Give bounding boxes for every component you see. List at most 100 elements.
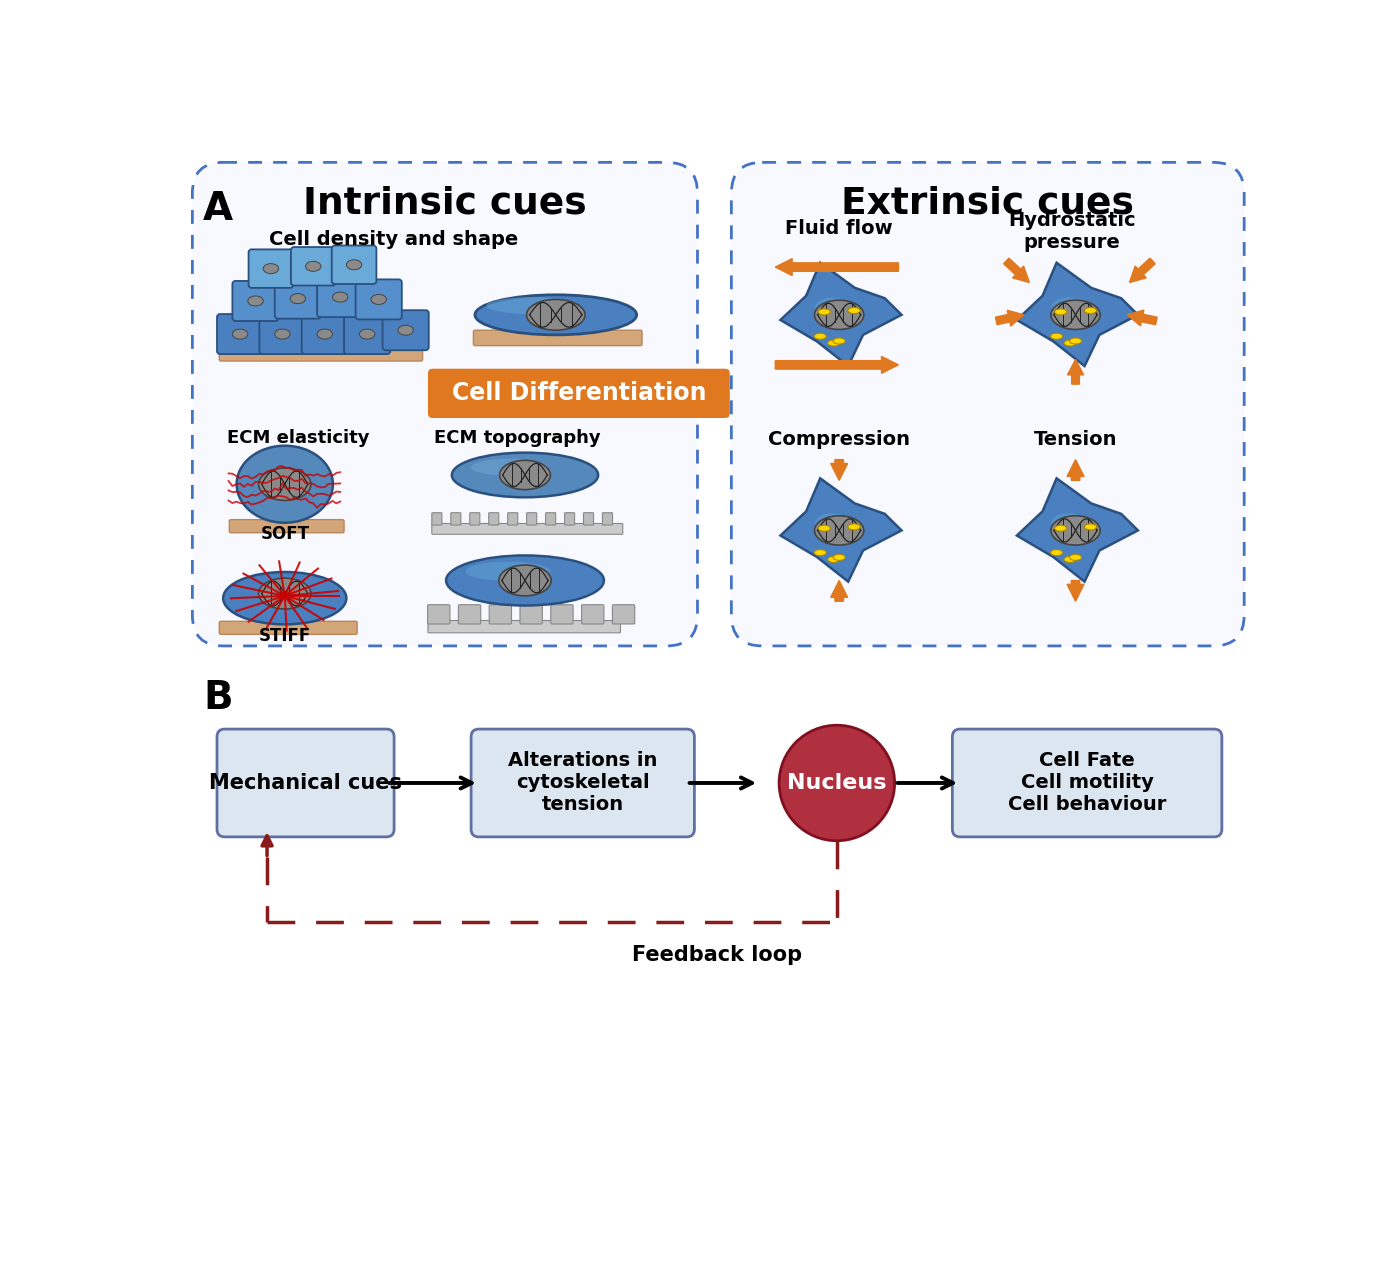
FancyBboxPatch shape [431,513,442,524]
Ellipse shape [346,260,361,269]
FancyBboxPatch shape [428,620,620,633]
FancyBboxPatch shape [230,519,344,533]
Ellipse shape [263,264,279,273]
FancyBboxPatch shape [232,281,279,322]
FancyBboxPatch shape [508,513,518,524]
FancyBboxPatch shape [564,513,574,524]
Ellipse shape [818,526,830,531]
Polygon shape [1016,478,1138,582]
Ellipse shape [833,554,846,560]
Ellipse shape [1054,309,1067,315]
Text: Fluid flow: Fluid flow [785,218,893,237]
Ellipse shape [466,561,550,581]
Ellipse shape [232,329,248,339]
Text: SOFT: SOFT [260,524,309,544]
Ellipse shape [1085,524,1096,530]
Text: Extrinsic cues: Extrinsic cues [841,185,1134,222]
Ellipse shape [526,300,585,330]
Polygon shape [780,263,902,366]
Ellipse shape [848,308,860,314]
Ellipse shape [1070,338,1082,345]
Ellipse shape [475,295,637,334]
Text: ECM elasticity: ECM elasticity [227,429,370,447]
FancyBboxPatch shape [489,605,511,624]
FancyBboxPatch shape [519,605,542,624]
FancyBboxPatch shape [602,513,613,524]
Ellipse shape [248,296,263,306]
Ellipse shape [848,524,860,530]
Polygon shape [780,478,902,582]
Ellipse shape [813,550,826,555]
Text: Intrinsic cues: Intrinsic cues [304,185,587,222]
FancyBboxPatch shape [458,605,480,624]
Ellipse shape [259,578,311,609]
Text: Feedback loop: Feedback loop [633,944,802,965]
Ellipse shape [223,572,346,624]
Ellipse shape [815,516,864,545]
FancyBboxPatch shape [316,277,364,318]
Ellipse shape [487,297,580,314]
Ellipse shape [827,339,840,346]
Ellipse shape [1051,516,1100,545]
Ellipse shape [447,555,603,606]
FancyBboxPatch shape [470,513,480,524]
Text: A: A [203,190,234,228]
FancyArrow shape [995,310,1023,327]
FancyBboxPatch shape [731,162,1245,646]
Ellipse shape [452,453,598,498]
FancyBboxPatch shape [220,621,357,634]
FancyBboxPatch shape [612,605,634,624]
FancyArrow shape [830,459,847,480]
Ellipse shape [305,262,321,272]
FancyBboxPatch shape [489,513,498,524]
FancyBboxPatch shape [550,605,573,624]
FancyBboxPatch shape [217,314,263,353]
FancyBboxPatch shape [332,245,377,285]
Ellipse shape [316,329,333,339]
FancyArrow shape [776,356,899,374]
Ellipse shape [1064,339,1077,346]
FancyBboxPatch shape [356,279,402,319]
Ellipse shape [290,293,305,304]
Text: Mechanical cues: Mechanical cues [209,773,402,792]
FancyBboxPatch shape [382,310,428,350]
Ellipse shape [815,297,850,318]
Ellipse shape [1070,554,1082,560]
FancyArrow shape [1004,258,1029,282]
FancyBboxPatch shape [344,314,391,353]
FancyBboxPatch shape [192,162,697,646]
FancyBboxPatch shape [291,248,336,286]
FancyBboxPatch shape [259,314,305,353]
FancyArrow shape [1067,581,1084,601]
FancyBboxPatch shape [431,523,623,535]
Ellipse shape [1051,297,1086,318]
FancyBboxPatch shape [581,605,603,624]
Text: Cell density and shape: Cell density and shape [269,230,519,249]
Text: Cell Fate
Cell motility
Cell behaviour: Cell Fate Cell motility Cell behaviour [1008,752,1166,814]
Ellipse shape [813,333,826,339]
FancyBboxPatch shape [451,513,461,524]
FancyBboxPatch shape [584,513,594,524]
Text: Tension: Tension [1033,430,1117,449]
Polygon shape [1016,263,1138,366]
Ellipse shape [1085,308,1096,314]
FancyArrow shape [1067,459,1084,480]
Text: Compression: Compression [769,430,910,449]
FancyBboxPatch shape [546,513,556,524]
Ellipse shape [815,300,864,329]
Ellipse shape [398,325,413,336]
Ellipse shape [827,556,840,563]
Ellipse shape [1051,513,1086,533]
Ellipse shape [498,565,552,596]
FancyBboxPatch shape [274,278,321,319]
FancyBboxPatch shape [249,249,293,288]
FancyBboxPatch shape [470,729,694,837]
FancyBboxPatch shape [427,605,449,624]
Text: Alterations in
cytoskeletal
tension: Alterations in cytoskeletal tension [508,752,658,814]
FancyBboxPatch shape [302,314,347,353]
FancyBboxPatch shape [220,346,423,361]
Ellipse shape [360,329,375,339]
Ellipse shape [1064,556,1077,563]
Text: ECM topography: ECM topography [434,429,601,447]
Text: STIFF: STIFF [259,627,311,644]
